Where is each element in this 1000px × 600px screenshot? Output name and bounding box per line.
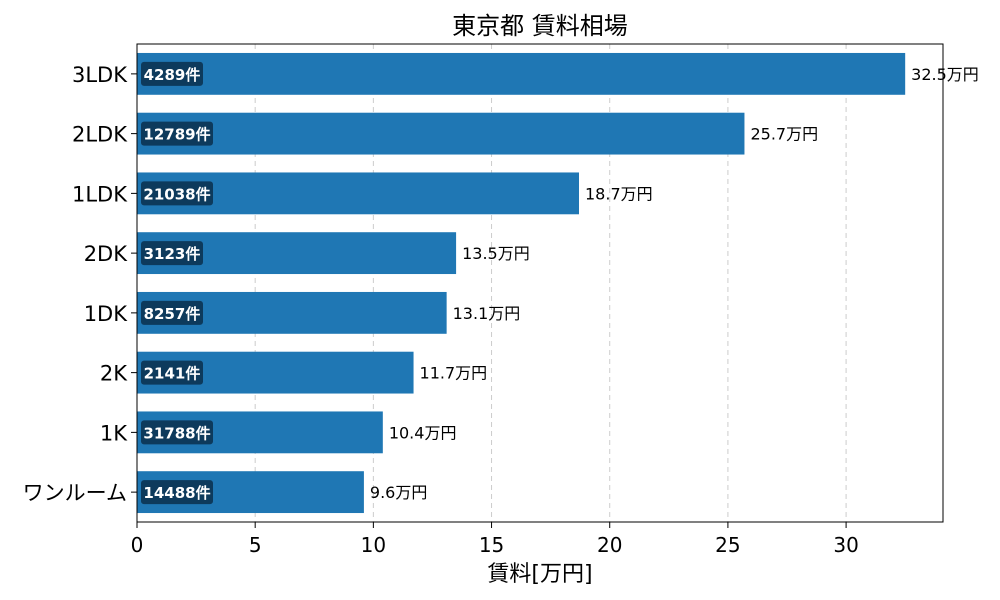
count-badge [141, 181, 213, 206]
count-label: 12789件 [143, 126, 210, 144]
bar-value-label: 11.7万円 [420, 364, 488, 383]
x-axis-label: 賃料[万円] [487, 562, 592, 587]
count-badge [141, 480, 213, 505]
bar-value-label: 10.4万円 [389, 423, 457, 442]
count-badge [141, 300, 203, 325]
bar-value-label: 32.5万円 [911, 65, 979, 84]
y-tick-label: 1LDK [72, 182, 128, 206]
y-axis: 3LDK 2LDK 1LDK 2DK 1DK 2K 1K ワンルーム [23, 63, 137, 505]
count-badge [141, 241, 203, 266]
x-tick-label: 20 [597, 533, 622, 557]
y-tick-label: ワンルーム [23, 481, 127, 505]
bar-value-label: 13.5万円 [462, 244, 530, 263]
count-badge [141, 360, 203, 385]
x-tick-label: 15 [479, 533, 504, 557]
bar [137, 52, 906, 95]
count-label: 3123件 [144, 245, 201, 263]
chart-title: 東京都 賃料相場 [452, 12, 628, 40]
count-label: 31788件 [143, 424, 210, 442]
x-axis: 0 5 10 15 20 25 30 [131, 522, 859, 557]
plot-frame [136, 43, 944, 523]
count-label: 4289件 [144, 66, 201, 84]
count-badge [141, 420, 213, 445]
count-label: 21038件 [143, 185, 210, 203]
y-tick-label: 1K [100, 421, 128, 445]
x-tick-label: 5 [249, 533, 262, 557]
x-tick-label: 25 [715, 533, 740, 557]
y-tick-label: 2K [100, 362, 128, 386]
y-tick-label: 2LDK [72, 123, 128, 147]
bar [137, 112, 745, 155]
bar-value-label: 9.6万円 [370, 483, 427, 502]
y-tick-label: 1DK [84, 302, 129, 326]
count-label: 8257件 [144, 305, 201, 323]
y-tick-label: 3LDK [72, 63, 128, 87]
count-badge [141, 121, 213, 146]
bars: 32.5万円 4289件 25.7万円 12789件 18.7万円 21038件 13.5万… [137, 52, 979, 514]
x-tick-label: 0 [131, 533, 144, 557]
count-label: 2141件 [144, 365, 201, 383]
count-label: 14488件 [143, 484, 210, 502]
x-tick-label: 10 [361, 533, 386, 557]
y-tick-label: 2DK [84, 242, 129, 266]
bar-value-label: 13.1万円 [453, 304, 521, 323]
bar-value-label: 25.7万円 [750, 125, 818, 144]
x-tick-label: 30 [833, 533, 858, 557]
count-badge [141, 61, 203, 86]
bar-value-label: 18.7万円 [585, 184, 653, 203]
